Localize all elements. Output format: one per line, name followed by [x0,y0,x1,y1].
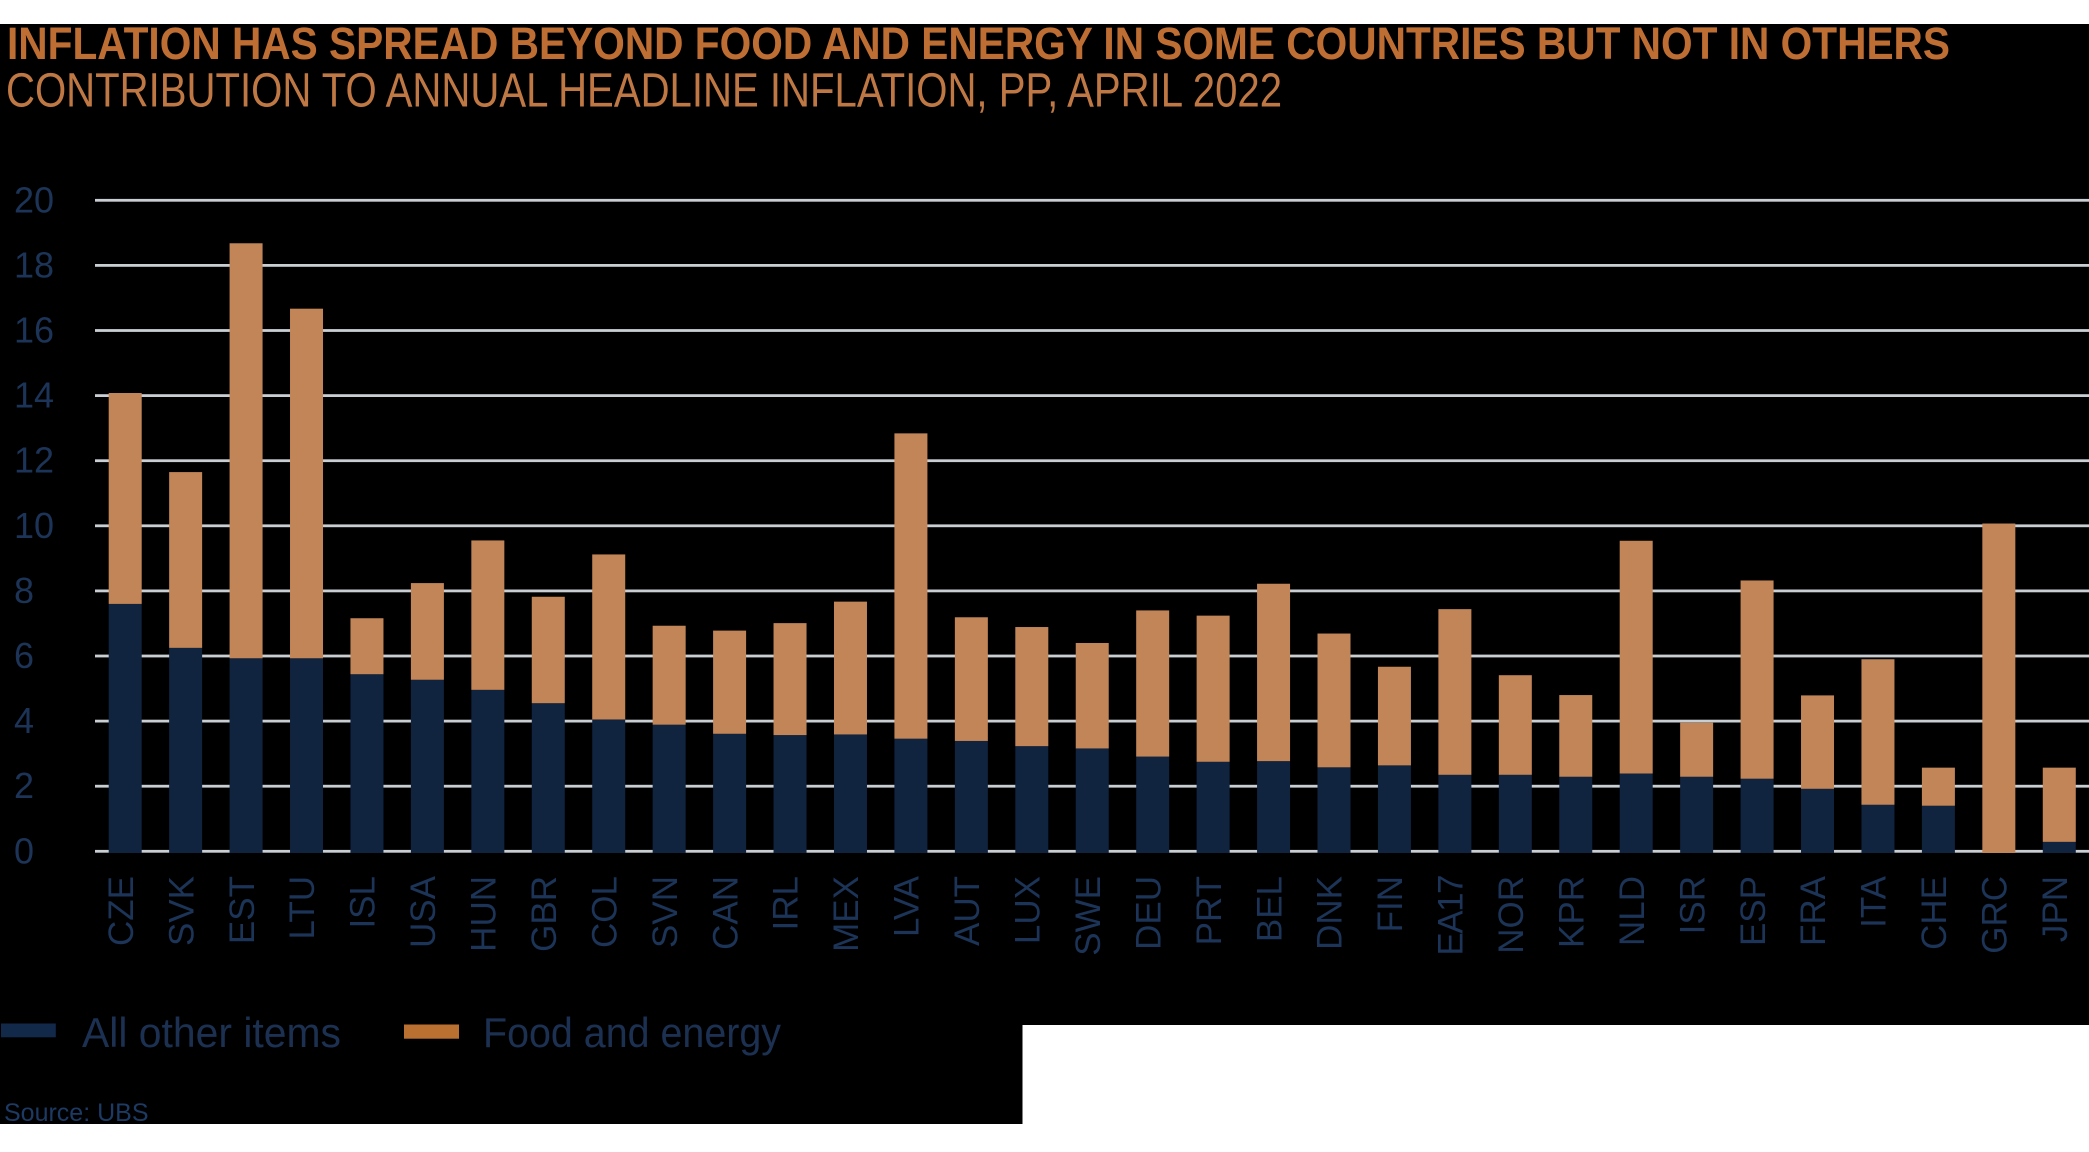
svg-text:18: 18 [14,244,54,285]
svg-text:14: 14 [14,375,54,416]
svg-text:HUN: HUN [465,876,504,952]
svg-text:LVA: LVA [888,875,927,937]
svg-text:COL: COL [585,876,624,948]
svg-text:4: 4 [14,700,34,741]
svg-text:AUT: AUT [948,876,987,946]
svg-text:NLD: NLD [1613,876,1652,946]
svg-text:6: 6 [14,635,34,676]
svg-text:SWE: SWE [1069,876,1108,956]
svg-text:ISR: ISR [1673,876,1712,934]
svg-text:BEL: BEL [1250,876,1289,942]
svg-text:SVK: SVK [162,876,201,946]
svg-text:SVN: SVN [646,876,685,948]
svg-text:12: 12 [14,440,54,481]
svg-text:GRC: GRC [1976,876,2015,954]
svg-text:8: 8 [14,570,34,611]
svg-text:FIN: FIN [1371,876,1410,932]
svg-text:EST: EST [223,876,262,944]
svg-text:GBR: GBR [525,876,564,952]
svg-text:FRA: FRA [1794,875,1833,946]
svg-text:Source: UBS: Source: UBS [4,1099,149,1127]
svg-text:INFLATION HAS SPREAD BEYOND FO: INFLATION HAS SPREAD BEYOND FOOD AND ENE… [7,18,1950,69]
svg-text:CZE: CZE [102,876,141,946]
svg-text:PRT: PRT [1190,876,1229,945]
svg-text:16: 16 [14,310,54,351]
svg-text:CONTRIBUTION TO ANNUAL HEADLIN: CONTRIBUTION TO ANNUAL HEADLINE INFLATIO… [6,65,1282,118]
svg-text:Food and energy: Food and energy [483,1009,781,1056]
svg-text:MEX: MEX [827,876,866,952]
svg-text:CHE: CHE [1915,876,1954,950]
svg-text:ISL: ISL [344,876,383,929]
svg-text:DNK: DNK [1311,876,1350,950]
svg-text:LTU: LTU [283,876,322,940]
svg-text:IRL: IRL [767,876,806,930]
svg-text:KPR: KPR [1552,876,1591,948]
svg-text:JPN: JPN [2036,876,2075,942]
svg-text:2: 2 [14,765,34,806]
svg-text:USA: USA [404,875,443,948]
svg-text:EA17: EA17 [1432,876,1471,956]
svg-text:0: 0 [14,830,34,871]
svg-text:CAN: CAN [706,876,745,950]
svg-text:ESP: ESP [1734,876,1773,946]
svg-text:20: 20 [14,179,54,220]
svg-text:NOR: NOR [1492,876,1531,954]
svg-text:ITA: ITA [1855,875,1894,928]
svg-text:LUX: LUX [1009,876,1048,944]
svg-text:DEU: DEU [1129,876,1168,950]
svg-text:All other items: All other items [82,1009,341,1056]
svg-text:10: 10 [14,505,54,546]
